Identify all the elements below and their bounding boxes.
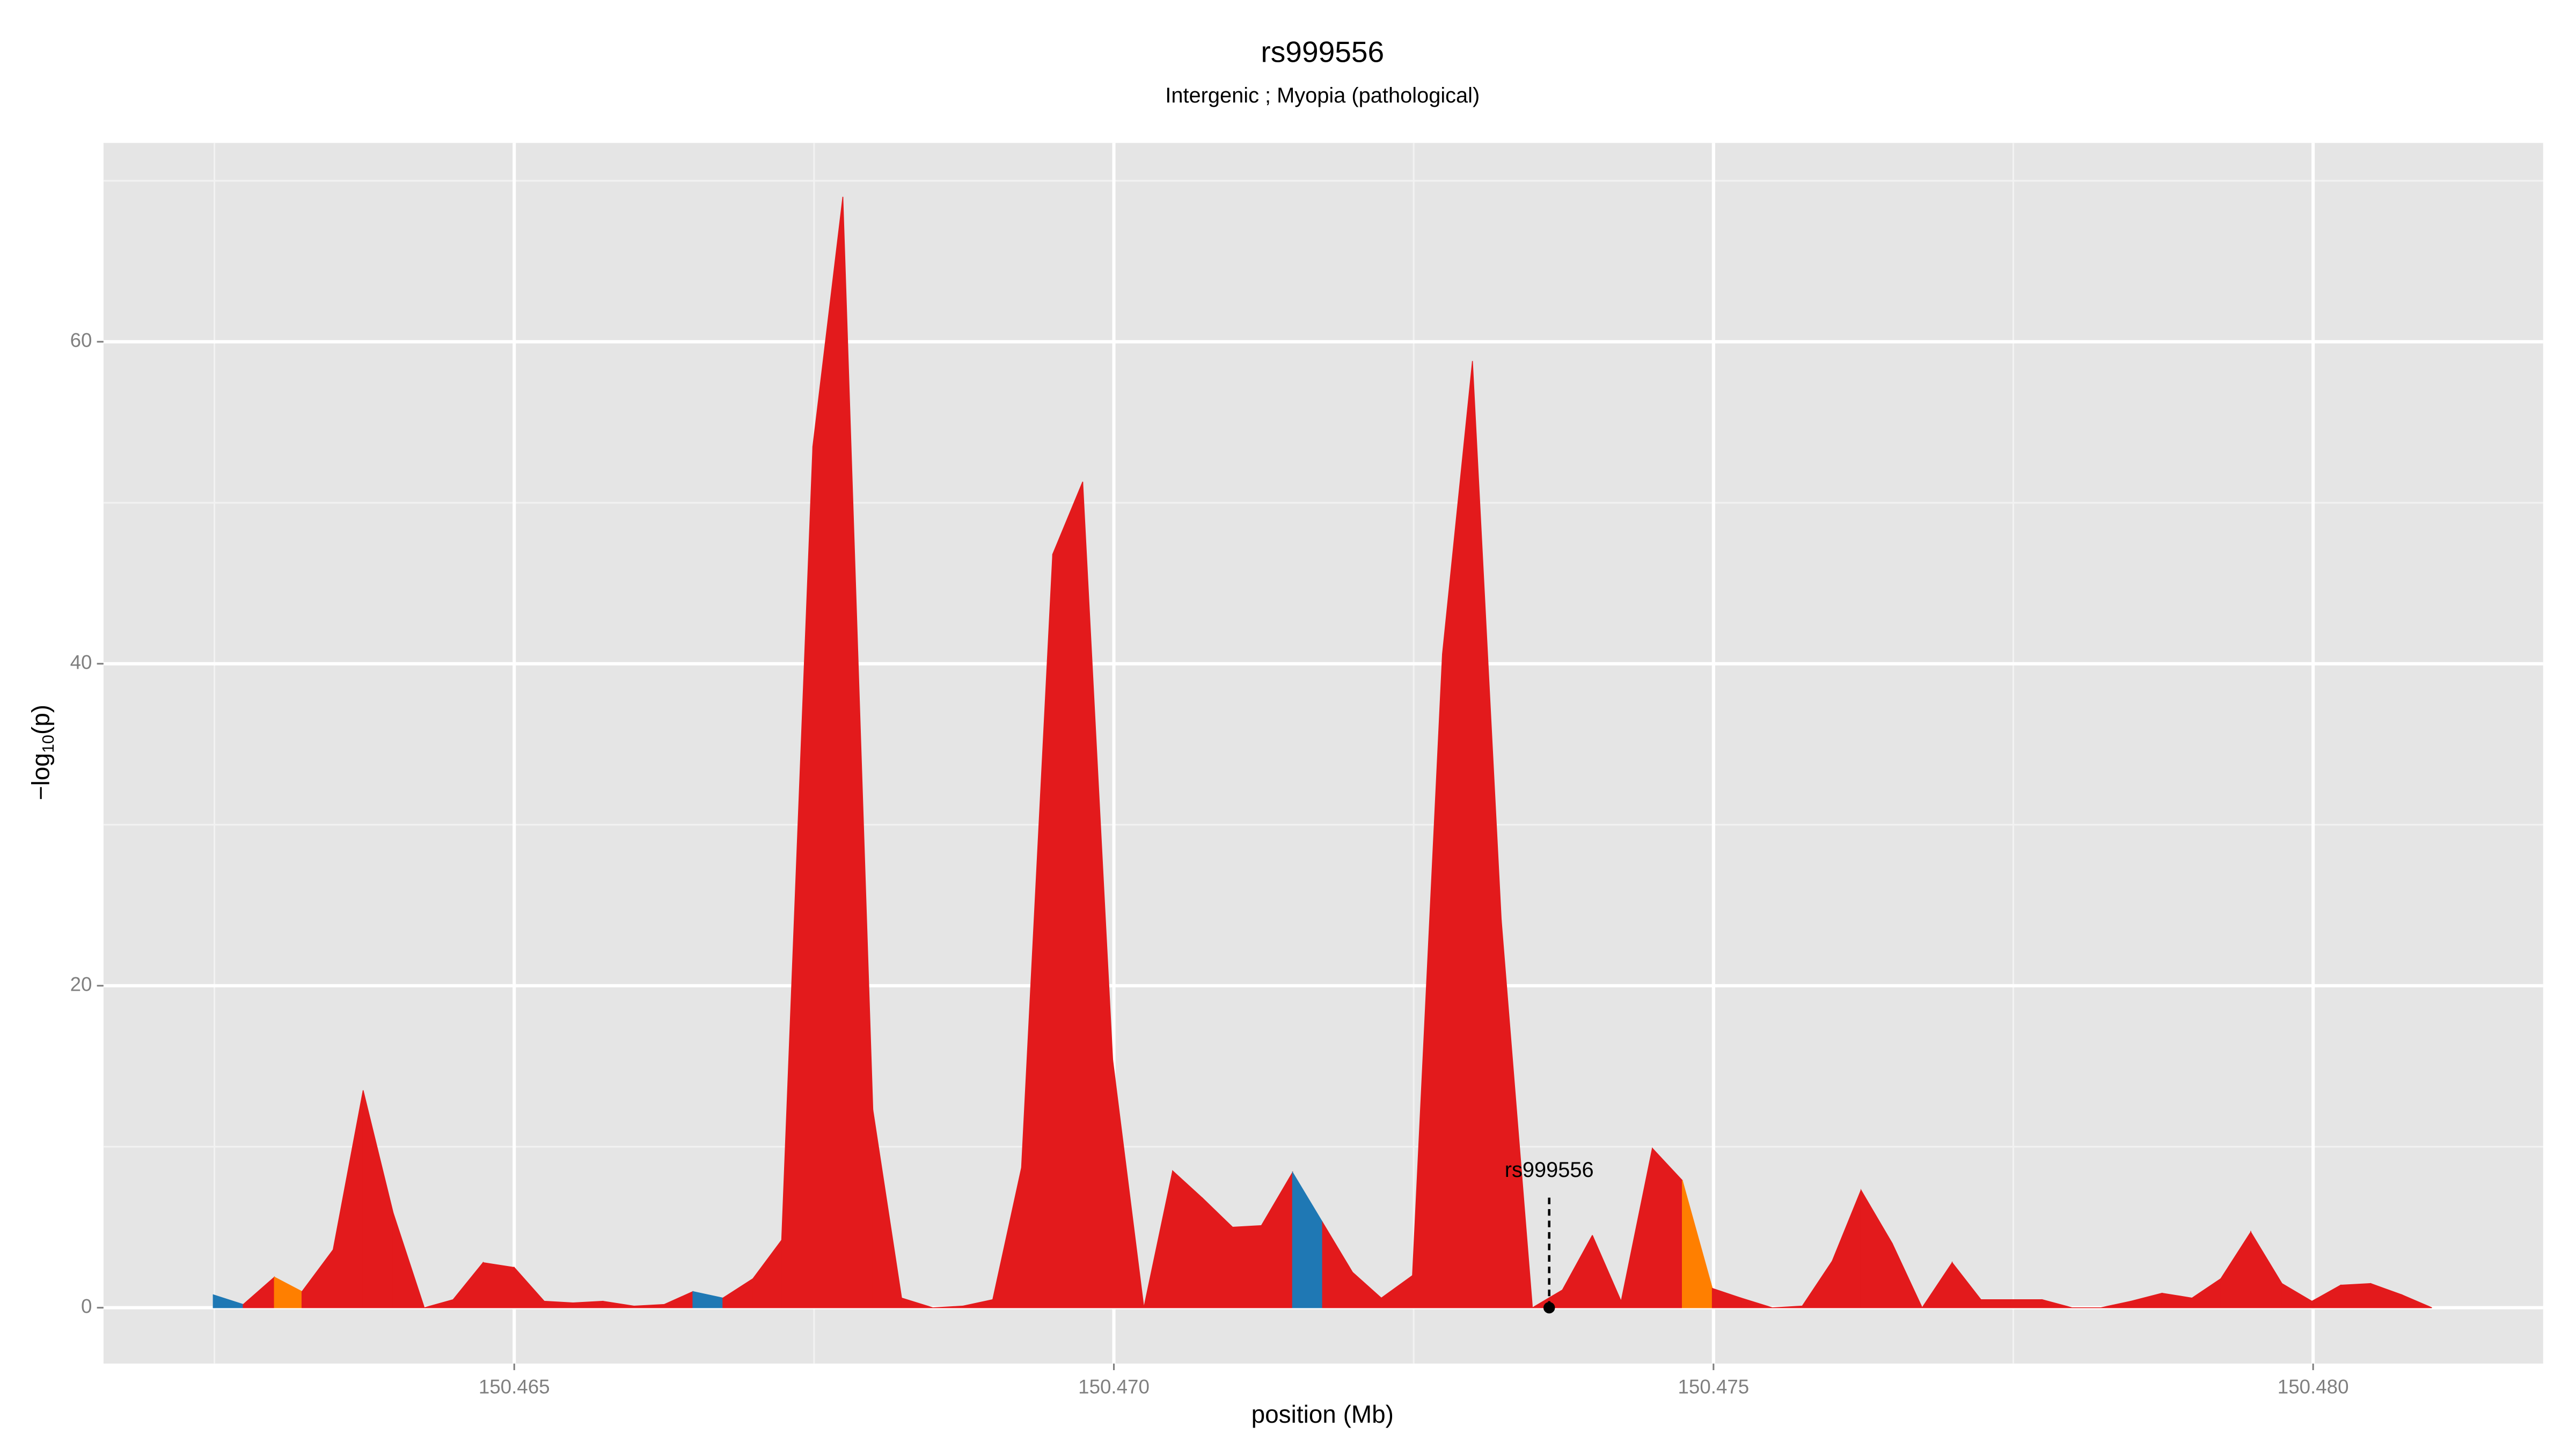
x-axis-title: position (Mb) <box>1252 1400 1394 1428</box>
area-segment <box>572 1300 604 1308</box>
y-tick-label: 60 <box>70 330 92 352</box>
y-tick-label: 0 <box>81 1295 92 1317</box>
y-tick-label: 20 <box>70 973 92 995</box>
annotation-label: rs999556 <box>1505 1158 1594 1182</box>
area-segment <box>2401 1294 2432 1308</box>
axes: 150.465 150.470 150.475 150.480 0 20 40 60 <box>70 330 2349 1398</box>
y-axis-title-main: −log <box>27 753 55 800</box>
area-segment <box>901 1297 933 1308</box>
area-segment <box>544 1300 574 1308</box>
marks: rs999556 <box>213 196 2432 1314</box>
area-segment <box>1052 481 1084 1308</box>
y-axis-title-sub: 10 <box>39 735 57 753</box>
x-tick-label: 150.470 <box>1078 1375 1150 1397</box>
chart-title: rs999556 <box>1261 35 1384 69</box>
area-segment <box>392 1212 425 1308</box>
area-segment <box>1980 1299 2011 1308</box>
x-tick-label: 150.465 <box>479 1375 550 1397</box>
area-segment <box>2340 1283 2372 1308</box>
area-segment <box>1112 1059 1145 1308</box>
y-axis-title-end: (p) <box>27 705 55 735</box>
area-segment <box>482 1262 515 1308</box>
y-tick-label: 40 <box>70 651 92 673</box>
x-tick-label: 150.475 <box>1678 1375 1749 1397</box>
area-segment <box>2010 1299 2043 1308</box>
y-axis-title: −log10(p) <box>27 705 57 800</box>
area-segment <box>1501 919 1533 1308</box>
plot-panel <box>103 143 2543 1364</box>
area-segment <box>1892 1243 1923 1308</box>
area-segment <box>1740 1297 1773 1308</box>
x-tick-label: 150.480 <box>2278 1375 2349 1397</box>
annotation-point <box>1543 1302 1555 1314</box>
area-segment <box>1232 1225 1262 1308</box>
area-segment <box>2041 1299 2073 1308</box>
chart-subtitle: Intergenic ; Myopia (pathological) <box>1165 84 1480 107</box>
